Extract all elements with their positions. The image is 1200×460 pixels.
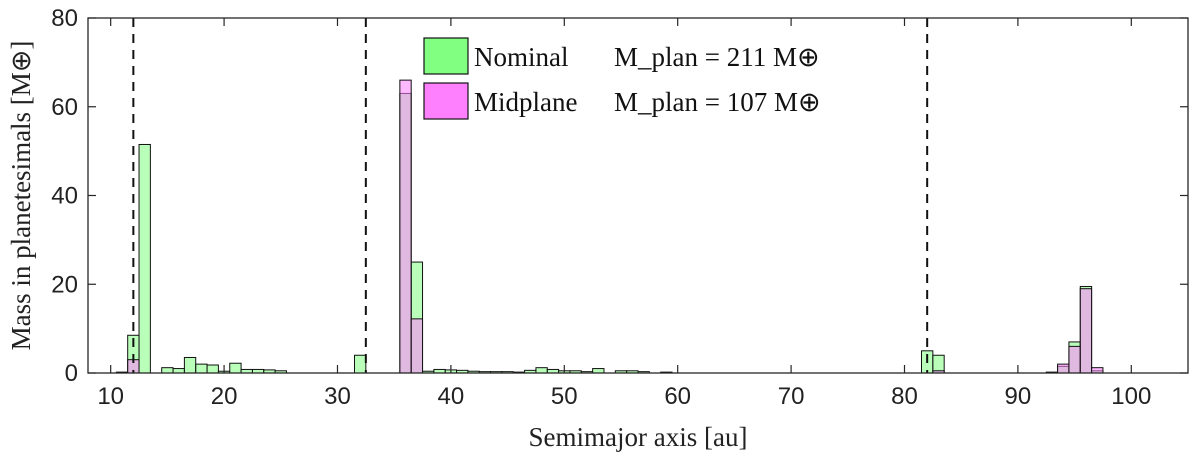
legend-swatch-midplane [423,82,469,120]
bar-nominal-53 [592,368,605,374]
x-tick-label-10: 10 [97,383,124,410]
y-axis-label: Mass in planetesimals [M⊕] [6,41,36,351]
x-axis-label: Semimajor axis [au] [529,422,748,452]
bar-midplane-96 [1079,288,1093,374]
bar-midplane-36 [399,79,412,374]
y-tick-label-80: 80 [51,5,78,32]
bar-midplane-94 [1057,363,1070,374]
bar-nominal-21 [229,362,242,374]
bar-nominal-32 [353,354,367,374]
legend-label-nominal: Nominal [474,42,569,72]
legend-formula-midplane: M_plan = 107 M⊕ [614,87,821,117]
x-ticks: 10 20 30 40 50 60 70 80 90 100 [97,18,1151,410]
bar-midplane-37 [410,318,424,374]
reference-lines [132,18,929,373]
bar-midplane-95 [1068,345,1081,374]
x-tick-label-30: 30 [324,383,351,410]
bars-layer [115,79,1104,374]
x-tick-label-100: 100 [1111,383,1151,410]
x-tick-label-20: 20 [211,383,238,410]
x-tick-label-40: 40 [438,383,465,410]
bar-nominal-15 [161,367,174,374]
bar-nominal-16 [172,368,185,374]
x-tick-label-60: 60 [664,383,691,410]
legend: Nominal M_plan = 211 M⊕ Midplane M_plan … [423,37,821,120]
y-tick-label-40: 40 [51,183,78,210]
bar-nominal-17 [183,356,197,374]
legend-formula-nominal: M_plan = 211 M⊕ [614,42,820,72]
bar-nominal-13 [138,143,151,374]
x-tick-label-70: 70 [778,383,805,410]
x-tick-label-80: 80 [891,383,918,410]
y-tick-label-20: 20 [51,271,78,298]
x-tick-label-90: 90 [1005,383,1032,410]
bar-nominal-48 [535,367,548,374]
bar-nominal-18 [195,363,208,374]
bar-nominal-19 [206,364,219,374]
y-tick-label-0: 0 [65,360,78,387]
bar-midplane-97 [1091,367,1104,374]
y-ticks: 0 20 40 60 80 [51,5,1188,387]
legend-swatch-nominal [423,37,469,75]
x-tick-label-50: 50 [551,383,578,410]
y-tick-label-60: 60 [51,94,78,121]
legend-label-midplane: Midplane [474,87,577,117]
